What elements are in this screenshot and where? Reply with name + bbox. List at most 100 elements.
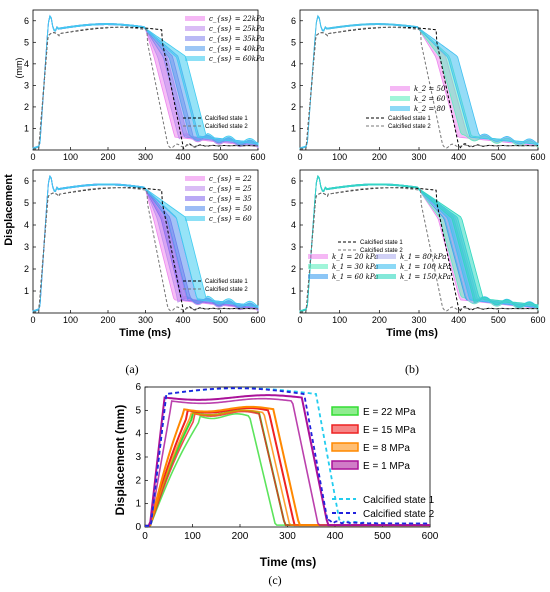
plot-frame-b_bottom [299,169,539,314]
legend-swatch-3 [331,460,359,470]
legend-label-0: E = 22 MPa [363,407,416,418]
a-xlabel: Time (ms) [119,327,171,339]
x-tick-label: 300 [279,531,296,542]
a-ylabel: Displacement [3,174,15,246]
legend-swatch-3 [185,46,205,51]
y-tick-label: 5 [135,405,141,416]
chart-a_bottom: 0 100 200 300 400 500 600 1 2 3 4 5 6 c_{ss} = 22 c_{s… [24,169,266,325]
b-xlabel: Time (ms) [386,327,438,339]
reference-line-1 [300,26,539,150]
y-tick-label: 4 [24,220,29,230]
x-tick-label: 0 [30,315,35,325]
panel-label-b: (b) [405,362,419,376]
legend-ref-label-1: Calcified state 2 [205,287,248,293]
reference-line-1 [145,387,431,527]
legend-label-5: k_1 = 150 kPa [400,273,451,281]
x-tick-label: 100 [332,152,347,162]
legend-swatch-1 [308,264,328,269]
legend-swatch-0 [185,176,205,181]
legend-swatch-0 [390,86,410,91]
c-xlabel: Time (ms) [260,555,316,569]
x-tick-label: 100 [332,315,347,325]
legend-ref-label-0: Calcified state 1 [205,279,248,285]
legend-label-2: c_{ss} = 35kPa [209,35,265,43]
x-tick-label: 0 [142,531,148,542]
y-tick-label: 1 [291,286,296,296]
x-tick-label: 200 [100,152,115,162]
legend-swatch-5 [376,274,396,279]
legend-label-4: k_1 = 100 kPa [400,263,451,271]
legend-label-4: c_{ss} = 60kPa [209,55,265,63]
y-tick-label: 0 [135,522,141,533]
x-tick-label: 300 [138,152,153,162]
chart-b_bottom: 0 100 200 300 400 500 600 1 2 3 4 5 6 k_1 = 20 kPa k_1… [291,169,546,325]
legend-label-3: c_{ss} = 40kPa [209,45,265,53]
x-tick-label: 500 [374,531,391,542]
legend-label-2: k_1 = 60 kPa [332,273,378,281]
y-tick-label: 6 [291,176,296,186]
series-band-4 [32,14,259,150]
x-tick-label: 100 [63,315,78,325]
panel-label-c: (c) [268,573,281,587]
legend-label-0: k_2 = 50 [414,85,446,93]
y-tick-label: 1 [24,286,29,296]
x-tick-label: 200 [100,315,115,325]
x-tick-label: 100 [63,152,78,162]
y-tick-label: 5 [24,37,29,47]
x-tick-label: 300 [138,315,153,325]
x-tick-label: 300 [411,315,426,325]
y-tick-label: 2 [291,264,296,274]
x-tick-label: 400 [451,152,466,162]
legend-ref-label-1: Calcified state 2 [388,124,431,130]
series-line-lower-3 [145,397,430,527]
y-tick-label: 2 [24,102,29,112]
panel-label-a: (a) [125,362,138,376]
legend-swatch-1 [331,424,359,434]
x-tick-label: 0 [297,152,302,162]
legend-swatch-2 [308,274,328,279]
reference-line-1 [300,187,539,313]
x-tick-label: 200 [372,315,387,325]
x-tick-label: 300 [411,152,426,162]
legend-label-3: k_1 = 80 kPa [400,253,446,261]
y-tick-label: 2 [291,102,296,112]
x-tick-label: 200 [232,531,249,542]
legend-label-2: k_2 = 80 [414,105,446,113]
y-tick-label: 2 [135,475,141,486]
x-tick-label: 500 [491,152,506,162]
legend-swatch-4 [376,264,396,269]
y-tick-label: 4 [24,59,29,69]
legend-swatch-0 [185,16,205,21]
y-tick-label: 6 [135,382,141,393]
legend-swatch-1 [185,186,205,191]
legend-ref-label-0: Calcified state 1 [388,116,431,122]
y-tick-label: 5 [24,198,29,208]
legend-label-0: k_1 = 20 kPa [332,253,378,261]
y-tick-label: 3 [24,242,29,252]
c-ylabel: Displacement (mm) [113,405,127,516]
y-tick-label: 1 [24,123,29,133]
legend-swatch-0 [308,254,328,259]
legend-swatch-3 [185,206,205,211]
legend-ref-label-0: Calcified state 1 [363,495,435,506]
x-tick-label: 0 [30,152,35,162]
legend-swatch-1 [185,26,205,31]
legend-label-3: E = 1 MPa [363,461,410,472]
x-tick-label: 600 [530,315,545,325]
legend-label-2: E = 8 MPa [363,443,410,454]
legend-label-1: c_{ss} = 25 [209,185,252,193]
series-band-3 [299,174,539,313]
chart-b_top: 0 100 200 300 400 500 600 1 2 3 4 5 6 k_2 = 50 k_2 = 6… [291,9,546,162]
y-tick-label: 6 [24,16,29,26]
y-tick-label: 3 [24,80,29,90]
y-tick-label: 6 [291,16,296,26]
a-top-unit-label: (mm) [14,58,24,79]
legend-swatch-2 [331,442,359,452]
chart-a_top: 0 100 200 300 400 500 600 1 2 3 4 5 6 c_{ss} = 22kPa c… [24,9,266,162]
x-tick-label: 500 [213,315,228,325]
x-tick-label: 400 [175,152,190,162]
y-tick-label: 4 [135,429,141,440]
y-tick-label: 3 [291,80,296,90]
series-band-2 [299,174,539,313]
